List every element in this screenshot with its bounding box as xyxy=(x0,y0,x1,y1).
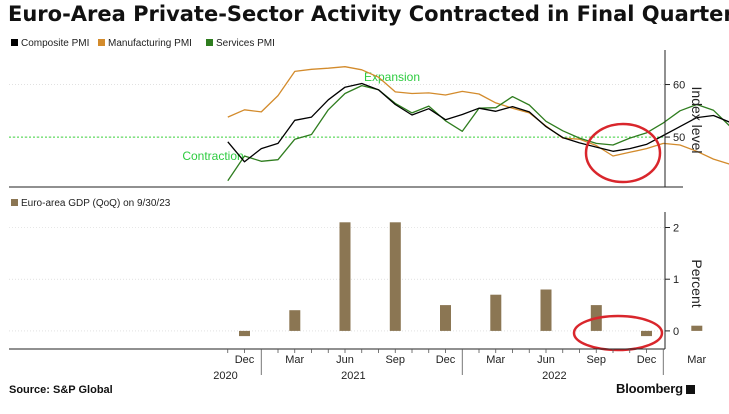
x-tick-label: Dec xyxy=(235,354,255,366)
x-year-label: 2021 xyxy=(341,370,365,382)
legend-swatch xyxy=(11,39,18,46)
gdp-bar xyxy=(289,310,301,331)
x-tick-label: Sep xyxy=(586,354,606,366)
highlight-circle xyxy=(572,314,664,352)
y-tick-label: 1 xyxy=(673,274,679,286)
gdp-bar xyxy=(239,330,250,337)
gdp-bar xyxy=(339,222,351,331)
x-tick-label: Dec xyxy=(637,354,657,366)
legend-swatch xyxy=(206,39,213,46)
legend-label: Euro-area GDP (QoQ) on 9/30/23 xyxy=(21,198,171,209)
legend-label: Manufacturing PMI xyxy=(108,38,192,49)
legend-swatch xyxy=(11,199,18,206)
x-year-label: 2020 xyxy=(213,370,237,382)
gdp-bar xyxy=(641,330,652,337)
composite-pmi-line xyxy=(227,82,729,163)
gdp-bar xyxy=(389,222,401,331)
gdp-bar xyxy=(540,289,552,331)
legend-label: Composite PMI xyxy=(21,38,89,49)
x-tick-label: Jun xyxy=(537,354,555,366)
source-note: Source: S&P Global xyxy=(9,384,113,396)
y-axis-title: Percent xyxy=(689,259,705,307)
x-tick-label: Dec xyxy=(436,354,456,366)
x-tick-label: Mar xyxy=(486,354,505,366)
manufacturing-pmi-line xyxy=(227,66,729,165)
gdp-bar xyxy=(440,305,451,331)
legend-label: Services PMI xyxy=(216,38,275,49)
gdp-bar xyxy=(691,325,703,331)
x-tick-label: Mar xyxy=(285,354,304,366)
legend-swatch xyxy=(98,39,105,46)
y-tick-label: 0 xyxy=(673,326,679,338)
x-tick-label: Mar xyxy=(687,354,706,366)
x-year-label: 2022 xyxy=(542,370,566,382)
y-axis-title: Index level xyxy=(689,87,705,154)
y-tick-label: 2 xyxy=(673,223,679,235)
brand-logo: Bloomberg xyxy=(616,381,695,396)
brand-text: Bloomberg xyxy=(616,381,683,396)
gdp-bar xyxy=(490,294,502,331)
chart-title: Euro-Area Private-Sector Activity Contra… xyxy=(8,2,729,26)
x-tick-label: Jun xyxy=(336,354,354,366)
y-tick-label: 60 xyxy=(673,80,685,92)
terminal-icon xyxy=(685,385,695,394)
highlight-circle xyxy=(584,122,662,184)
x-tick-label: Sep xyxy=(385,354,405,366)
y-tick-label: 50 xyxy=(673,132,685,144)
services-pmi-line xyxy=(227,84,729,182)
expansion-label: Expansion xyxy=(364,70,420,84)
contraction-label: Contraction xyxy=(182,149,243,163)
